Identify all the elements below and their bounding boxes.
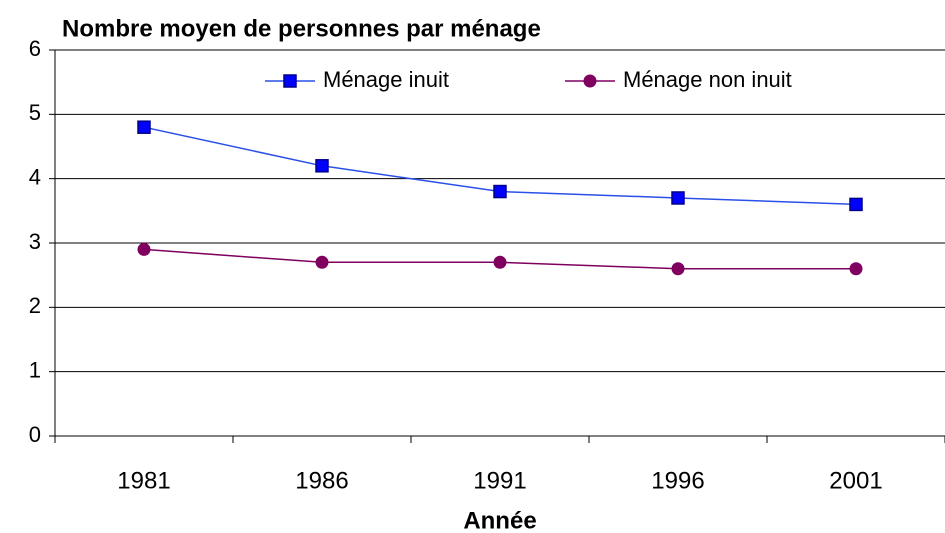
data-point [671,191,685,205]
x-tick-label: 1996 [651,467,704,494]
x-tick-label: 1986 [295,467,348,494]
legend-marker [583,74,597,88]
x-axis-label: Année [463,507,536,533]
x-tick-label: 1981 [117,467,170,494]
legend-label: Ménage non inuit [623,67,792,92]
y-tick-label: 1 [29,357,41,382]
data-point [137,120,151,134]
data-point [849,262,863,276]
y-tick-label: 0 [29,422,41,447]
x-tick-label: 1991 [473,467,526,494]
legend-marker [283,74,297,88]
data-point [315,255,329,269]
data-point [493,184,507,199]
y-tick-label: 3 [29,229,41,254]
data-point [137,242,151,256]
data-point [315,159,329,173]
x-tick-label: 2001 [829,467,882,494]
y-tick-label: 4 [29,164,41,189]
legend-label: Ménage inuit [323,67,449,92]
y-tick-label: 2 [29,293,41,318]
y-tick-label: 5 [29,100,41,125]
data-point [493,255,507,269]
chart-title: Nombre moyen de personnes par ménage [62,15,541,42]
y-tick-label: 6 [29,36,41,61]
data-point [849,197,863,212]
data-point [671,262,685,276]
